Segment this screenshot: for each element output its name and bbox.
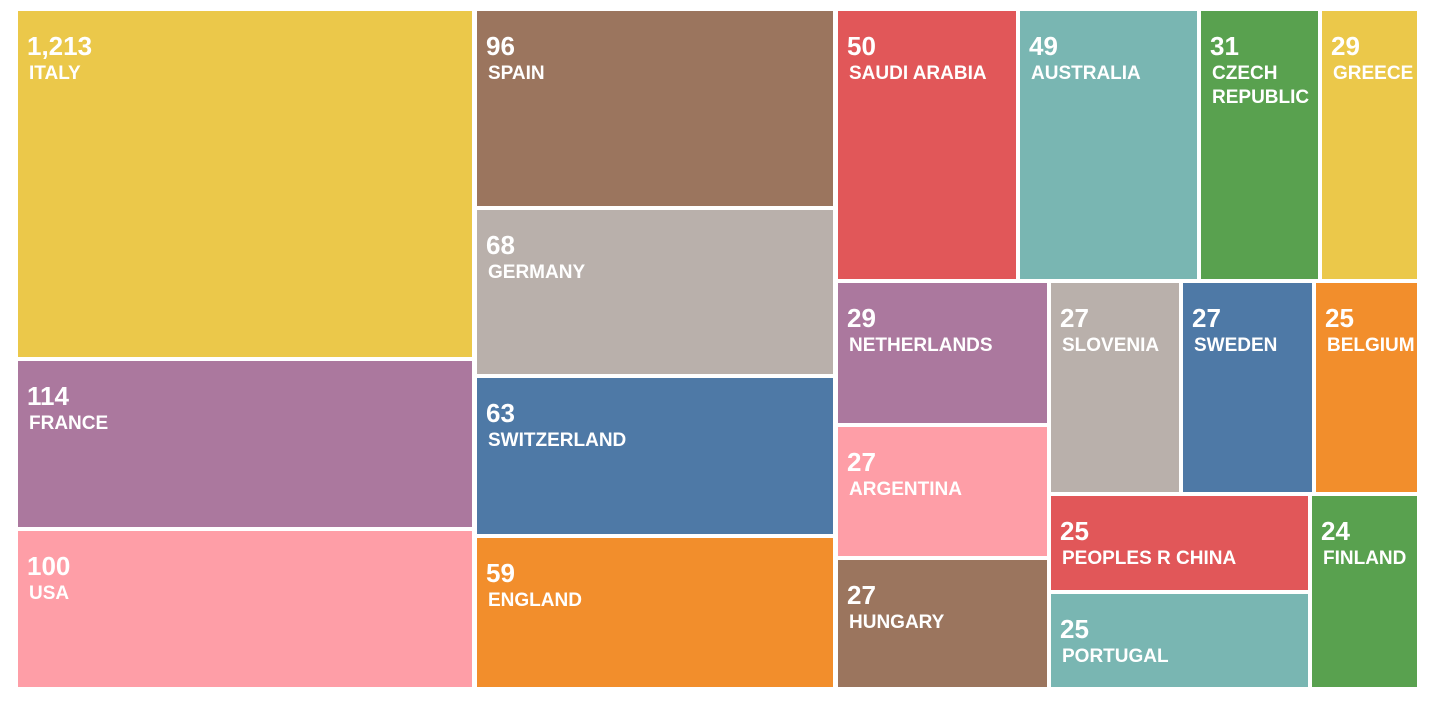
tile-label-saudi-arabia: SAUDI ARABIA (849, 63, 987, 84)
tile-value-spain: 96 (486, 31, 515, 61)
tile-value-australia: 49 (1029, 31, 1058, 61)
tile-label-france: FRANCE (29, 413, 109, 434)
tile-label-hungary: HUNGARY (849, 612, 945, 633)
tile-label-germany: GERMANY (488, 262, 586, 283)
treemap-tile-italy[interactable]: 1,213 ITALY (16, 9, 474, 359)
treemap-tile-germany[interactable]: 68 GERMANY (475, 208, 835, 376)
tile-label-england: ENGLAND (488, 590, 582, 611)
tile-label-spain: SPAIN (488, 63, 545, 84)
treemap-tile-portugal[interactable]: 25 PORTUGAL (1049, 592, 1310, 689)
tile-label-belgium: BELGIUM (1327, 335, 1415, 356)
tile-value-argentina: 27 (847, 447, 876, 477)
tile-value-sweden: 27 (1192, 303, 1221, 333)
tile-label-italy: ITALY (29, 63, 81, 84)
tile-value-czech-republic: 31 (1210, 31, 1239, 61)
tile-value-greece: 29 (1331, 31, 1360, 61)
treemap-tile-czech-republic[interactable]: 31 CZECH REPUBLIC (1199, 9, 1320, 281)
treemap-tile-hungary[interactable]: 27 HUNGARY (836, 558, 1049, 689)
treemap-tile-australia[interactable]: 49 AUSTRALIA (1018, 9, 1199, 281)
tile-value-germany: 68 (486, 230, 515, 260)
treemap-tile-switzerland[interactable]: 63 SWITZERLAND (475, 376, 835, 536)
tile-value-switzerland: 63 (486, 398, 515, 428)
treemap-tile-saudi-arabia[interactable]: 50 SAUDI ARABIA (836, 9, 1018, 281)
tile-label-australia: AUSTRALIA (1031, 63, 1141, 84)
tile-label-slovenia: SLOVENIA (1062, 335, 1160, 356)
treemap-tile-sweden[interactable]: 27 SWEDEN (1181, 281, 1314, 494)
tile-value-belgium: 25 (1325, 303, 1354, 333)
tile-value-portugal: 25 (1060, 614, 1089, 644)
treemap-tile-england[interactable]: 59 ENGLAND (475, 536, 835, 689)
tile-value-slovenia: 27 (1060, 303, 1089, 333)
tile-value-england: 59 (486, 558, 515, 588)
tile-value-finland: 24 (1321, 516, 1350, 546)
tile-label-argentina: ARGENTINA (849, 479, 962, 500)
tile-label-peoples-r-china: PEOPLES R CHINA (1062, 548, 1237, 569)
tile-value-usa: 100 (27, 551, 71, 581)
treemap-tile-finland[interactable]: 24 FINLAND (1310, 494, 1419, 689)
tile-label-switzerland: SWITZERLAND (488, 430, 627, 451)
treemap-tile-slovenia[interactable]: 27 SLOVENIA (1049, 281, 1181, 494)
treemap-tile-greece[interactable]: 29 GREECE (1320, 9, 1419, 281)
treemap-tile-belgium[interactable]: 25 BELGIUM (1314, 281, 1419, 494)
tile-label-usa: USA (29, 583, 70, 604)
tile-value-hungary: 27 (847, 580, 876, 610)
tile-label-greece: GREECE (1333, 63, 1414, 84)
treemap-tile-usa[interactable]: 100 USA (16, 529, 474, 689)
treemap-tile-spain[interactable]: 96 SPAIN (475, 9, 835, 208)
treemap-tile-argentina[interactable]: 27 ARGENTINA (836, 425, 1049, 558)
tile-value-italy: 1,213 (27, 31, 93, 61)
treemap-tile-netherlands[interactable]: 29 NETHERLANDS (836, 281, 1049, 425)
tile-value-peoples-r-china: 25 (1060, 516, 1089, 546)
tile-label-czech-republic: CZECH REPUBLIC (1212, 63, 1310, 108)
tile-label-netherlands: NETHERLANDS (849, 335, 993, 356)
tile-value-saudi-arabia: 50 (847, 31, 876, 61)
tile-value-france: 114 (27, 381, 69, 411)
tile-label-portugal: PORTUGAL (1062, 646, 1169, 667)
tile-label-sweden: SWEDEN (1194, 335, 1278, 356)
tile-label-finland: FINLAND (1323, 548, 1407, 569)
treemap-tile-france[interactable]: 114 FRANCE (16, 359, 474, 529)
tile-value-netherlands: 29 (847, 303, 876, 333)
treemap-tile-peoples-r-china[interactable]: 25 PEOPLES R CHINA (1049, 494, 1310, 592)
